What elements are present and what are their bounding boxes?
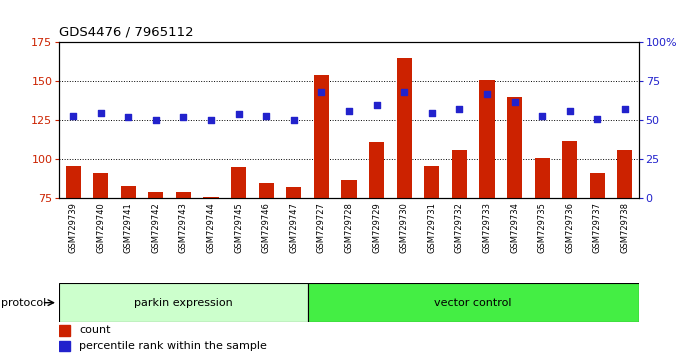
Point [233, 111, 244, 117]
Point [288, 118, 299, 123]
Bar [59, 283, 308, 322]
Point [315, 90, 327, 95]
Bar [204, 197, 218, 315]
Bar [59, 325, 70, 336]
Bar [341, 179, 357, 315]
Text: GSM729747: GSM729747 [290, 202, 298, 253]
Point [343, 108, 355, 114]
Bar [121, 186, 136, 315]
Point [205, 118, 216, 123]
Text: GSM729733: GSM729733 [482, 202, 491, 253]
Text: GSM729740: GSM729740 [96, 202, 105, 253]
Bar [480, 80, 494, 315]
Point [482, 91, 493, 97]
Point [592, 116, 603, 122]
Bar [308, 283, 639, 322]
Text: GSM729745: GSM729745 [234, 202, 243, 253]
Point [537, 113, 548, 119]
Bar [286, 187, 302, 315]
Bar [590, 173, 605, 315]
Point [426, 110, 438, 115]
Text: GSM729741: GSM729741 [124, 202, 133, 253]
Text: GSM729730: GSM729730 [400, 202, 408, 253]
Point [260, 113, 272, 119]
Bar [396, 58, 412, 315]
Point [564, 108, 575, 114]
Point [371, 102, 383, 108]
Point [123, 114, 134, 120]
Text: GSM729734: GSM729734 [510, 202, 519, 253]
Point [150, 118, 161, 123]
Text: GSM729728: GSM729728 [345, 202, 353, 253]
Text: GSM729736: GSM729736 [565, 202, 574, 253]
Bar [259, 183, 274, 315]
Bar [93, 173, 108, 315]
Text: GSM729742: GSM729742 [151, 202, 161, 253]
Text: percentile rank within the sample: percentile rank within the sample [79, 341, 267, 351]
Bar [314, 75, 329, 315]
Point [68, 113, 79, 119]
Text: GSM729743: GSM729743 [179, 202, 188, 253]
Bar [231, 167, 246, 315]
Text: vector control: vector control [434, 298, 512, 308]
Text: parkin expression: parkin expression [134, 298, 233, 308]
Text: GSM729735: GSM729735 [537, 202, 547, 253]
Text: GSM729744: GSM729744 [207, 202, 216, 253]
Bar [148, 192, 163, 315]
Bar [66, 166, 81, 315]
Bar [424, 166, 439, 315]
Text: GSM729729: GSM729729 [372, 202, 381, 253]
Bar [176, 192, 191, 315]
Text: GSM729737: GSM729737 [593, 202, 602, 253]
Bar [369, 142, 384, 315]
Bar [562, 141, 577, 315]
Bar [507, 97, 522, 315]
Point [95, 110, 106, 115]
Text: GSM729738: GSM729738 [621, 202, 630, 253]
Text: GSM729746: GSM729746 [262, 202, 271, 253]
Bar [535, 158, 550, 315]
Point [509, 99, 520, 104]
Text: count: count [79, 325, 111, 336]
Text: GSM729727: GSM729727 [317, 202, 326, 253]
Text: GSM729739: GSM729739 [68, 202, 77, 253]
Point [454, 107, 465, 112]
Text: protocol: protocol [1, 298, 47, 308]
Text: GSM729731: GSM729731 [427, 202, 436, 253]
Bar [617, 150, 632, 315]
Point [399, 90, 410, 95]
Text: GSM729732: GSM729732 [455, 202, 464, 253]
Bar [452, 150, 467, 315]
Point [178, 114, 189, 120]
Bar [59, 341, 70, 351]
Point [619, 107, 630, 112]
Text: GDS4476 / 7965112: GDS4476 / 7965112 [59, 26, 194, 39]
